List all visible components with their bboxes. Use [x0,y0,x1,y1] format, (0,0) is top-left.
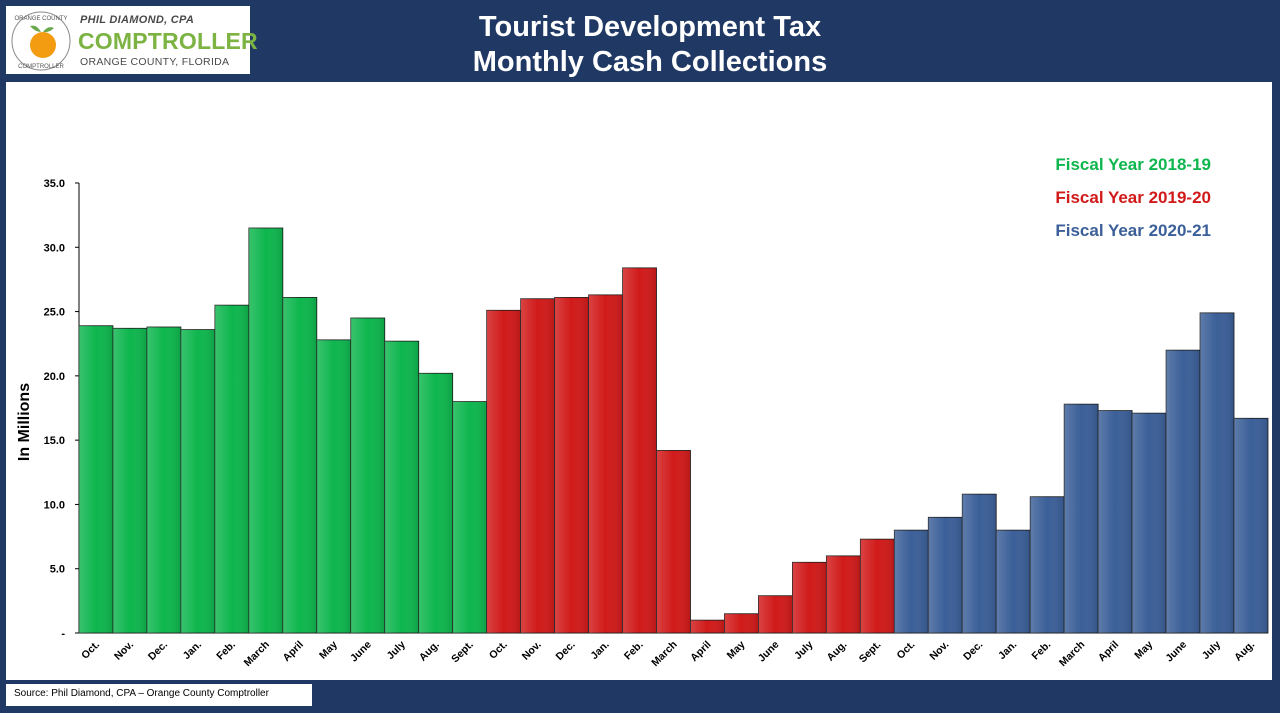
y-tick-label: 5.0 [50,564,65,576]
x-tick-label: July [385,639,408,662]
y-tick-label: 20.0 [44,371,65,383]
x-tick-label: Nov. [520,639,544,663]
bar-shade [520,298,555,633]
x-tick-label: May [1132,639,1155,662]
y-tick-label: 10.0 [44,499,65,511]
x-tick-label: Oct. [894,639,917,662]
bar-shade [758,595,793,633]
bar-shade [180,329,215,633]
bar-shade [554,297,589,633]
x-tick-label: Dec. [961,639,985,663]
x-tick-label: April [688,639,713,664]
bar-shade [1234,418,1268,633]
x-tick-label: July [792,639,815,662]
y-tick-label: 30.0 [44,242,65,254]
legend-item-3: Fiscal Year 2020-21 [1055,221,1211,240]
bar-shade [282,297,317,633]
x-tick-label: Feb. [214,639,238,663]
bar-shade [656,450,691,633]
seal-bottom-text: COMPTROLLER [18,64,64,70]
bar-shade [1132,413,1167,633]
x-tick-label: Aug. [417,639,442,664]
x-tick-label: June [1163,639,1189,665]
x-tick-label: Sept. [857,639,884,666]
logo-county: ORANGE COUNTY, FLORIDA [80,56,230,68]
bar-shade [724,613,759,633]
bar-shade [996,530,1031,633]
bar-shade [792,562,827,633]
x-tick-label: May [725,639,748,662]
bar-shade [962,494,997,633]
bar-shade [588,294,623,633]
bar-shade [928,517,963,633]
chart-title-line1: Tourist Development Tax [478,11,822,43]
bar-shade [79,325,113,633]
bar-shade [1166,350,1201,633]
x-tick-label: Sept. [449,639,476,666]
bar-shade [350,318,385,633]
x-tick-label: April [281,639,306,664]
logo-name: PHIL DIAMOND, CPA [80,14,195,26]
orange-seal-icon: ORANGE COUNTY COMPTROLLER [11,11,71,71]
bar-shade [894,530,929,633]
bar-shade [248,228,283,633]
x-tick-label: July [1200,639,1223,662]
x-tick-label: Aug. [1232,639,1257,664]
x-tick-label: Dec. [554,639,578,663]
x-tick-label: March [242,639,272,669]
y-axis-label: In Millions [16,383,33,461]
bar-shade [690,620,725,633]
x-tick-label: Oct. [79,639,102,662]
bar-shade [486,310,521,633]
logo-title: COMPTROLLER [78,28,258,54]
chart-title-line2: Monthly Cash Collections [472,46,828,78]
bar-shade [418,373,453,633]
bar-shade [214,305,249,633]
bar-shade [316,339,351,633]
bar-shade [112,328,147,633]
x-tick-label: Nov. [927,639,951,663]
bar-shade [1098,410,1133,633]
bar-shade [452,401,487,633]
legend-item-2: Fiscal Year 2019-20 [1055,188,1211,207]
bar-shade [826,555,861,633]
bar-shade [146,327,181,633]
y-tick-label: 35.0 [44,178,65,190]
x-tick-label: Jan. [181,639,204,662]
source-note: Source: Phil Diamond, CPA – Orange Count… [14,688,269,699]
bar-shade [1200,312,1235,633]
bar-shade [384,341,419,633]
legend-item-1: Fiscal Year 2018-19 [1055,155,1211,174]
x-tick-label: June [756,639,782,665]
x-tick-label: March [649,639,679,669]
y-tick-label: 25.0 [44,307,65,319]
x-tick-label: June [348,639,374,665]
x-tick-label: Nov. [112,639,136,663]
bar-shade [860,539,895,633]
x-tick-label: March [1057,639,1087,669]
y-tick-label: 15.0 [44,435,65,447]
x-tick-label: Jan. [996,639,1019,662]
comptroller-logo: ORANGE COUNTY COMPTROLLER PHIL DIAMOND, … [6,6,258,74]
x-tick-label: Oct. [487,639,510,662]
x-tick-label: Feb. [622,639,646,663]
x-tick-label: May [317,639,340,662]
bar-shade [1064,404,1099,633]
x-tick-label: April [1096,639,1121,664]
x-tick-label: Feb. [1030,639,1054,663]
x-tick-label: Dec. [146,639,170,663]
bar-shade [622,267,657,633]
source-box: Source: Phil Diamond, CPA – Orange Count… [6,684,312,706]
x-tick-label: Jan. [588,639,611,662]
y-tick-label: - [61,628,65,640]
seal-top-text: ORANGE COUNTY [14,16,67,22]
bar-shade [1030,496,1065,633]
x-tick-label: Aug. [824,639,849,664]
